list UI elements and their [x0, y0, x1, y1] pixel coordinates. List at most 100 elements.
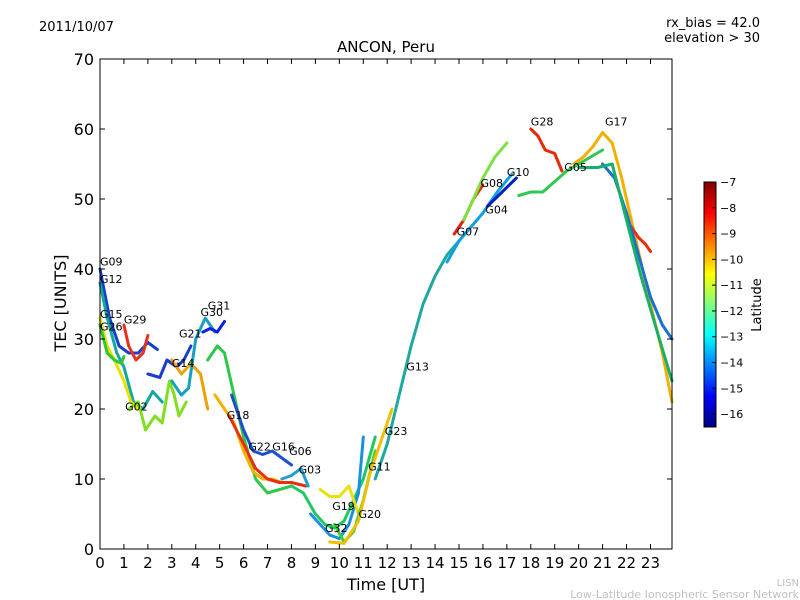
x-tick-label: 19: [545, 554, 564, 572]
x-tick-label: 18: [521, 554, 540, 572]
x-tick-label: 5: [215, 554, 225, 572]
satellite-label-g08: G08: [481, 177, 504, 190]
series-line-g30: [201, 320, 226, 334]
colorbar-tick-label: −10: [720, 253, 743, 266]
series-line-g28: [529, 127, 564, 173]
x-tick-label: 4: [191, 554, 201, 572]
y-axis-label: TEC [UNITS]: [51, 255, 70, 353]
x-tick-label: 8: [287, 554, 297, 572]
x-tick-label: 23: [641, 554, 660, 572]
satellite-label-g21: G21: [179, 328, 202, 341]
satellite-label-g17: G17: [605, 116, 628, 129]
date-label: 2011/10/07: [39, 20, 114, 35]
x-tick-label: 15: [449, 554, 468, 572]
satellite-label-g20: G20: [359, 508, 382, 521]
satellite-label-g18: G18: [227, 409, 250, 422]
colorbar-tick-label: −13: [720, 331, 743, 344]
satellite-label-g26: G26: [100, 321, 123, 334]
colorbar-tick-label: −9: [720, 228, 736, 241]
y-tick-label: 70: [74, 50, 94, 69]
colorbar-tick-label: −12: [720, 305, 743, 318]
x-tick-label: 7: [263, 554, 273, 572]
x-tick-label: 6: [239, 554, 249, 572]
satellite-label-g31: G31: [208, 300, 231, 313]
series-line-g31: [170, 316, 217, 397]
x-tick-label: 22: [617, 554, 636, 572]
series-line-g29: [122, 323, 150, 362]
y-tick-label: 20: [74, 400, 94, 419]
satellite-label-g23: G23: [385, 425, 408, 438]
series-line-g26: [98, 323, 126, 365]
x-tick-label: 1: [119, 554, 129, 572]
satellite-label-g09: G09: [100, 256, 123, 269]
x-tick-label: 3: [167, 554, 177, 572]
y-tick-label: 40: [74, 260, 94, 279]
footer-lisn: LISN: [777, 578, 799, 589]
y-tick-label: 30: [74, 330, 94, 349]
satellite-label-g15: G15: [100, 308, 123, 321]
y-tick-label: 60: [74, 120, 94, 139]
y-tick-label: 0: [84, 540, 94, 559]
plot-background: [100, 59, 672, 549]
satellite-label-g19: G19: [332, 500, 355, 513]
colorbar-tick-label: −15: [720, 382, 743, 395]
x-axis-label: Time [UT]: [346, 575, 425, 594]
satellite-label-g29: G29: [124, 314, 147, 327]
y-tick-label: 10: [74, 470, 94, 489]
series-line-g18: [206, 344, 293, 495]
satellite-label-g03: G03: [299, 463, 322, 476]
chart-title: ANCON, Peru: [337, 38, 435, 56]
series-line-g20: [318, 484, 360, 516]
series-line-g05: [517, 148, 605, 197]
series-line-g12: [98, 281, 164, 411]
axes: 0 1 2 3 4 5 6 7 8 9 10 11 12 13 14 15 16 17 18 19 20 21 22 2301…: [74, 50, 673, 572]
colorbar-tick-label: −14: [720, 357, 743, 370]
x-tick-label: 0: [95, 554, 105, 572]
plot-frame: [99, 58, 673, 550]
series-line-g32: [309, 435, 365, 540]
series-line-g04: [462, 141, 509, 222]
colorbar: −7 −8 −9 −10 −11 −12 −13 −14 −15 −16 Latitude: [703, 176, 765, 428]
series-line-g24: [629, 225, 652, 253]
colorbar-label: Latitude: [750, 278, 765, 332]
x-tick-label: 10: [330, 554, 349, 572]
series-line-g03: [280, 467, 310, 488]
series-line-g10: [486, 176, 518, 208]
satellite-label-g06: G06: [289, 445, 312, 458]
series-line-g16: [230, 393, 293, 467]
x-tick-label: 17: [497, 554, 516, 572]
satellite-label-g10: G10: [507, 166, 530, 179]
x-tick-label: 9: [311, 554, 321, 572]
series-line-g07: [445, 173, 514, 264]
elevation-label: elevation > 30: [664, 31, 760, 46]
series-line-g27: [577, 162, 674, 383]
satellite-label-g16: G16: [272, 440, 295, 453]
satellite-label-g05: G05: [564, 161, 587, 174]
series-line-g09: [98, 267, 159, 355]
footer-network: Low-Latitude Ionospheric Sensor Network: [570, 588, 799, 600]
plot-area: [100, 59, 672, 549]
satellite-label-g13: G13: [406, 361, 429, 374]
series-layer: [98, 127, 674, 545]
series-line-g13: [373, 239, 461, 481]
satellite-label-g22: G22: [248, 440, 271, 453]
series-line-g23: [328, 407, 394, 545]
x-tick-label: 2: [143, 554, 153, 572]
colorbar-tick-label: −8: [720, 202, 736, 215]
series-line-g21: [146, 344, 193, 379]
satellite-label-g14: G14: [172, 357, 195, 370]
series-line-g15: [98, 316, 140, 411]
x-tick-label: 12: [378, 554, 397, 572]
satellite-label-g04: G04: [485, 204, 508, 217]
colorbar-gradient: [703, 181, 717, 428]
colorbar-tick-label: −7: [720, 176, 736, 189]
colorbar-tick-label: −16: [720, 408, 743, 421]
series-line-g02: [127, 379, 188, 432]
y-tick-label: 50: [74, 190, 94, 209]
satellite-label-g28: G28: [531, 116, 554, 129]
series-line-g06: [227, 414, 308, 488]
satellite-label-g32: G32: [325, 522, 348, 535]
x-tick-label: 20: [569, 554, 588, 572]
